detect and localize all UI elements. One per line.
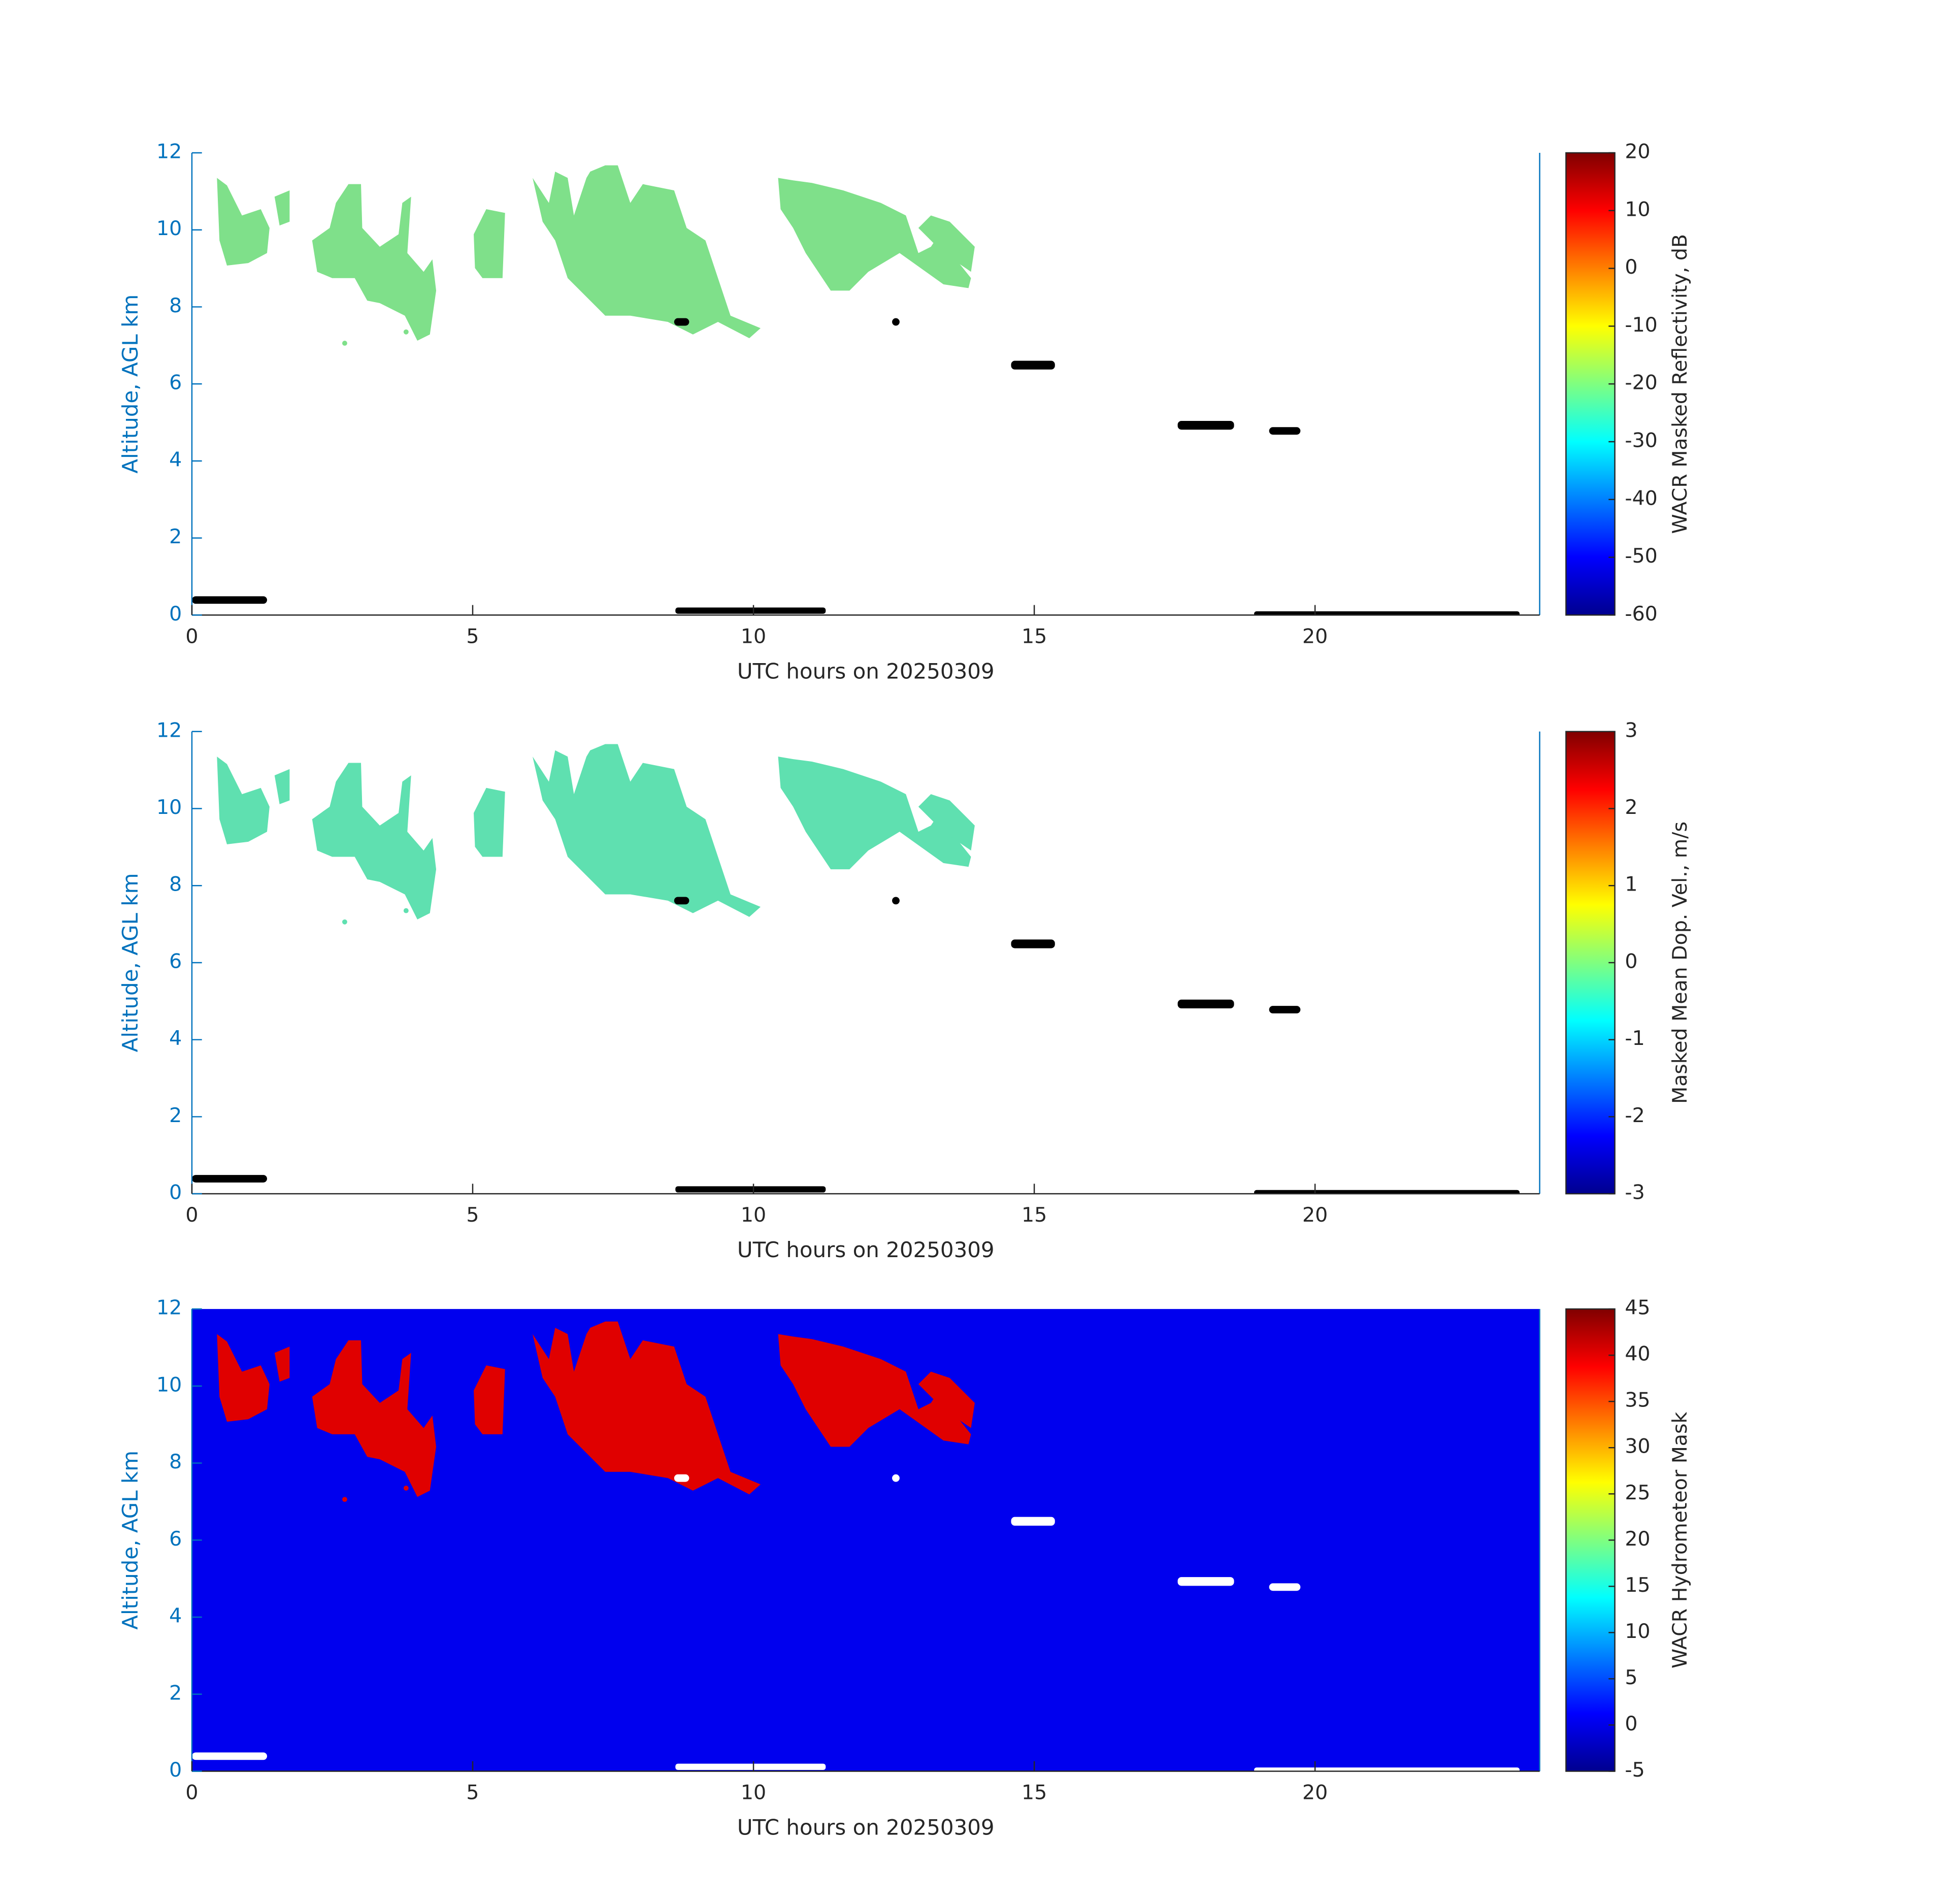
y-tick-label: 6 <box>169 1527 182 1551</box>
colorbar <box>1565 1308 1616 1772</box>
colorbar-tick-label: 1 <box>1625 873 1637 896</box>
x-tick-label: 10 <box>741 1203 766 1227</box>
colorbar-tick-label: -30 <box>1625 429 1657 452</box>
y-tick-label: 4 <box>169 1604 182 1628</box>
x-axis-label: UTC hours on 20250309 <box>737 1237 995 1262</box>
colorbar <box>1565 152 1616 616</box>
colorbar-tick-label: -10 <box>1625 313 1657 337</box>
x-tick-label: 10 <box>741 625 766 648</box>
x-axis-label: UTC hours on 20250309 <box>737 1815 995 1840</box>
colorbar-tick-label: -2 <box>1625 1104 1644 1127</box>
y-tick-label: 12 <box>156 718 182 742</box>
colorbar-tick-label: -20 <box>1625 371 1657 395</box>
x-tick-label: 20 <box>1302 625 1328 648</box>
x-tick-label: 0 <box>185 1781 198 1804</box>
x-tick-label: 5 <box>466 625 479 648</box>
y-tick-label: 4 <box>169 1027 182 1050</box>
x-tick-label: 5 <box>466 1781 479 1804</box>
y-tick-label: 2 <box>169 1681 182 1704</box>
colorbar-tick-label: 20 <box>1625 140 1650 163</box>
colorbar-tick-label: -40 <box>1625 486 1657 510</box>
y-tick-label: 0 <box>169 1181 182 1204</box>
colorbar-tick-label: 0 <box>1625 255 1637 279</box>
x-tick-label: 5 <box>466 1203 479 1227</box>
y-tick-label: 0 <box>169 602 182 626</box>
colorbar-tick-label: -50 <box>1625 544 1657 568</box>
y-tick-label: 4 <box>169 448 182 471</box>
colorbar-tick-label: 35 <box>1625 1389 1650 1412</box>
y-tick-label: 10 <box>156 217 182 240</box>
y-axis-label: Altitude, AGL km <box>118 873 143 1053</box>
colorbar-tick-label: 45 <box>1625 1296 1650 1320</box>
x-tick-label: 20 <box>1302 1203 1328 1227</box>
colorbar-label: Masked Mean Dop. Vel., m/s <box>1668 822 1692 1104</box>
x-tick-label: 15 <box>1022 1781 1047 1804</box>
colorbar-tick-label: -3 <box>1625 1181 1644 1204</box>
colorbar-tick-label: 0 <box>1625 1712 1637 1735</box>
x-tick-label: 20 <box>1302 1781 1328 1804</box>
y-tick-label: 0 <box>169 1758 182 1782</box>
colorbar-tick-label: 5 <box>1625 1666 1637 1689</box>
y-tick-label: 8 <box>169 873 182 896</box>
colorbar-tick-label: -5 <box>1625 1758 1644 1782</box>
x-tick-label: 15 <box>1022 625 1047 648</box>
colorbar-label: WACR Masked Reflectivity, dB <box>1668 234 1692 534</box>
colorbar-tick-label: 10 <box>1625 1620 1650 1643</box>
colorbar-label: WACR Hydrometeor Mask <box>1668 1411 1692 1668</box>
x-tick-label: 10 <box>741 1781 766 1804</box>
colorbar-tick-label: 40 <box>1625 1342 1650 1366</box>
colorbar-tick-label: 25 <box>1625 1481 1650 1504</box>
colorbar-tick-label: 2 <box>1625 796 1637 819</box>
colorbar-tick-label: 10 <box>1625 198 1650 221</box>
colorbar-tick-label: -60 <box>1625 602 1657 626</box>
colorbar-tick-label: 3 <box>1625 718 1637 742</box>
x-tick-label: 15 <box>1022 1203 1047 1227</box>
colorbar-tick-label: 15 <box>1625 1573 1650 1597</box>
y-tick-label: 6 <box>169 949 182 973</box>
y-tick-label: 8 <box>169 1450 182 1473</box>
y-tick-label: 12 <box>156 140 182 163</box>
y-tick-label: 6 <box>169 371 182 395</box>
colorbar-tick-label: 20 <box>1625 1527 1650 1551</box>
y-axis-label: Altitude, AGL km <box>118 1451 143 1630</box>
y-tick-label: 10 <box>156 1373 182 1396</box>
x-tick-label: 0 <box>185 1203 198 1227</box>
y-tick-label: 10 <box>156 796 182 819</box>
y-tick-label: 2 <box>169 525 182 548</box>
colorbar-tick-label: 30 <box>1625 1435 1650 1458</box>
colorbar-tick-label: -1 <box>1625 1027 1644 1050</box>
y-tick-label: 12 <box>156 1296 182 1320</box>
colorbar <box>1565 731 1616 1195</box>
colorbar-tick-label: 0 <box>1625 949 1637 973</box>
y-axis-label: Altitude, AGL km <box>118 294 143 474</box>
x-axis-label: UTC hours on 20250309 <box>737 659 995 683</box>
y-tick-label: 2 <box>169 1104 182 1127</box>
y-tick-label: 8 <box>169 294 182 317</box>
x-tick-label: 0 <box>185 625 198 648</box>
